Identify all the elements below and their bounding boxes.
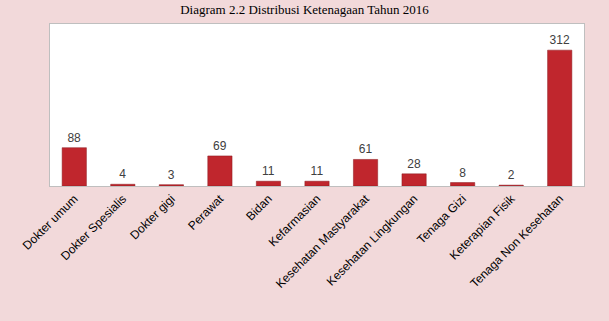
svg-text:Kesehatan Mastyarakat: Kesehatan Mastyarakat [273,191,373,291]
svg-text:11: 11 [311,164,324,178]
svg-text:Bidan: Bidan [243,192,275,224]
svg-text:4: 4 [119,167,126,181]
svg-text:Dokter gigi: Dokter gigi [127,192,177,242]
svg-text:Kesehatan Lingkungan: Kesehatan Lingkungan [324,192,421,289]
svg-text:61: 61 [359,142,373,156]
svg-text:Kefarmasian: Kefarmasian [266,192,324,250]
svg-text:2: 2 [508,168,515,182]
svg-text:Perawat: Perawat [185,191,226,232]
svg-text:Dokter Spesialis: Dokter Spesialis [58,192,129,263]
svg-text:3: 3 [168,168,175,182]
svg-text:Diagram 2.2 Distribusi Ketenag: Diagram 2.2 Distribusi Ketenagaan Tahun … [180,2,429,17]
svg-text:Tenaga Gizi: Tenaga Gizi [414,192,469,247]
svg-text:Keterapian Fisik: Keterapian Fisik [447,191,518,262]
svg-text:Tenaga Non Kesehatan: Tenaga Non Kesehatan [467,192,566,291]
svg-text:88: 88 [67,131,81,145]
svg-text:312: 312 [550,33,570,47]
svg-text:69: 69 [213,139,227,153]
svg-text:Dokter umum: Dokter umum [20,192,81,253]
svg-text:8: 8 [459,166,466,180]
svg-text:11: 11 [262,164,275,178]
svg-text:28: 28 [407,157,421,171]
